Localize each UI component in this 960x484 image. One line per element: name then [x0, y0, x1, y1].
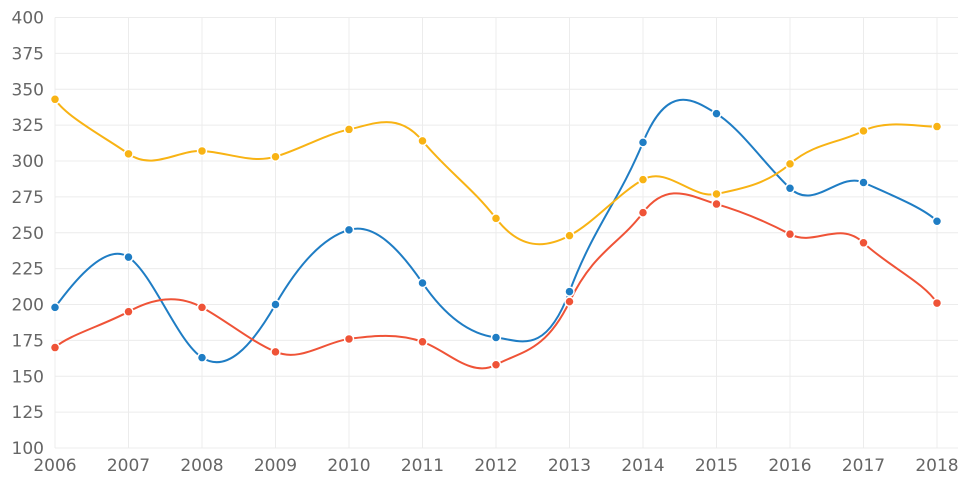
series-1-point	[196, 302, 208, 313]
x-tick-label: 2010	[327, 456, 370, 476]
y-tick-label: 150	[12, 367, 44, 387]
y-tick-label: 125	[12, 403, 44, 423]
y-tick-label: 400	[12, 9, 44, 29]
series-1-point	[417, 336, 428, 348]
series-0-point	[196, 352, 208, 363]
series-2-point	[931, 121, 943, 132]
series-1-point	[123, 306, 134, 317]
x-tick-label: 2008	[180, 456, 223, 476]
x-tick-label: 2014	[621, 456, 664, 476]
series-2-point	[711, 188, 722, 200]
series-0-point	[123, 251, 134, 263]
series-0-point	[490, 332, 502, 343]
series-2-point	[490, 213, 502, 224]
series-2-point	[858, 125, 869, 137]
y-tick-label: 350	[12, 80, 44, 100]
grid	[54, 17, 958, 449]
series-2-point	[637, 174, 649, 185]
series-0-point	[711, 108, 722, 119]
x-tick-label: 2007	[107, 456, 150, 476]
series-1-point	[784, 228, 796, 240]
series-2-point	[417, 135, 428, 147]
y-tick-label: 250	[12, 224, 44, 244]
series-2-point	[564, 230, 575, 241]
series-0-point	[564, 286, 575, 297]
x-axis: 2006 2007 2008 2009 2010 2011 2012 2013 2014 2015…	[33, 456, 958, 476]
x-tick-label: 2015	[695, 456, 738, 476]
y-tick-label: 100	[12, 439, 44, 459]
x-tick-label: 2006	[33, 456, 76, 476]
series-0-point	[270, 299, 281, 310]
x-tick-label: 2017	[842, 456, 885, 476]
series-1-point	[637, 207, 649, 218]
series-2-point	[343, 124, 355, 135]
series-0-point	[858, 177, 869, 188]
series-1-point	[49, 342, 61, 353]
series-2-point	[49, 94, 61, 105]
y-tick-label: 275	[12, 188, 44, 208]
y-tick-label: 175	[12, 331, 44, 351]
series-1-point	[564, 296, 575, 307]
series-1-point	[270, 346, 281, 358]
series-2-point	[123, 148, 134, 160]
x-tick-label: 2018	[915, 456, 958, 476]
y-tick-label: 300	[12, 152, 44, 172]
y-tick-label: 325	[12, 116, 44, 136]
series-0-point	[784, 183, 796, 194]
series-1-point	[931, 297, 943, 309]
series-1-point	[858, 237, 869, 249]
series-1-point	[711, 198, 722, 210]
y-tick-label: 200	[12, 296, 44, 316]
series-0-point	[343, 224, 355, 236]
series-2-point	[196, 145, 208, 157]
series-0-point	[417, 277, 428, 289]
series-1-point	[343, 333, 355, 345]
x-tick-label: 2012	[474, 456, 517, 476]
x-tick-label: 2016	[768, 456, 811, 476]
series-0-point	[931, 216, 943, 227]
x-tick-label: 2009	[254, 456, 297, 476]
series-points	[49, 94, 943, 371]
y-tick-label: 225	[12, 260, 44, 280]
series-2-point	[270, 151, 281, 162]
series-1-point	[490, 359, 502, 371]
series-2-point	[784, 158, 796, 170]
y-axis: 100 125 150 175 200 225 250 275 300 325 350 375 400	[12, 9, 44, 460]
series-0-point	[49, 302, 61, 313]
x-tick-label: 2011	[401, 456, 444, 476]
series-0-point	[637, 137, 649, 148]
x-tick-label: 2013	[548, 456, 591, 476]
y-tick-label: 375	[12, 44, 44, 64]
